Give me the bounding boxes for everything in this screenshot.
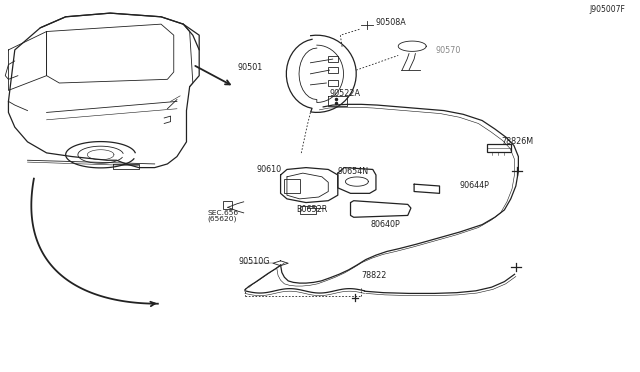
Text: (65620): (65620)	[207, 215, 237, 222]
Bar	[328, 56, 338, 62]
Text: 90644P: 90644P	[460, 181, 490, 190]
Text: SEC.656: SEC.656	[207, 210, 239, 216]
Text: 78826M: 78826M	[502, 137, 534, 145]
Bar	[328, 80, 338, 86]
Text: 90654N: 90654N	[338, 167, 369, 176]
Text: 90570: 90570	[436, 46, 461, 55]
Bar	[284, 179, 300, 193]
Text: 90610: 90610	[257, 165, 282, 174]
Bar	[223, 201, 232, 209]
Bar	[300, 206, 316, 214]
Text: 90522A: 90522A	[330, 89, 360, 98]
Text: J905007F: J905007F	[589, 5, 625, 14]
Text: 80640P: 80640P	[371, 220, 401, 229]
Bar	[328, 67, 338, 73]
Text: 78822: 78822	[362, 270, 387, 279]
Bar	[486, 144, 511, 152]
Text: 90510G: 90510G	[239, 257, 270, 266]
Text: B0652R: B0652R	[296, 205, 327, 214]
Text: 90508A: 90508A	[376, 18, 406, 27]
Text: 90501: 90501	[237, 63, 262, 72]
